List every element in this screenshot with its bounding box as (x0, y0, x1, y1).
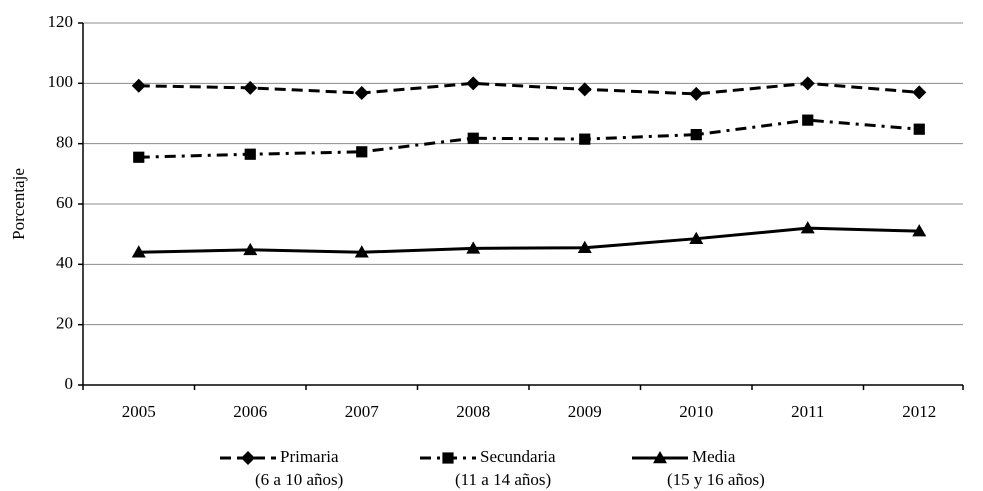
legend-label: Media (692, 447, 736, 466)
marker (800, 76, 815, 91)
legend-marker (653, 451, 667, 464)
marker (579, 133, 591, 145)
y-tick-label: 40 (56, 253, 73, 272)
x-tick-label: 2009 (568, 402, 602, 421)
marker (243, 80, 258, 95)
y-tick-label: 100 (48, 72, 74, 91)
marker (466, 241, 481, 254)
marker (467, 132, 479, 144)
x-tick-label: 2006 (233, 402, 267, 421)
series-line (138, 81, 920, 96)
x-tick-label: 2008 (456, 402, 490, 421)
marker (913, 123, 925, 135)
x-tick-label: 2005 (122, 402, 156, 421)
marker (356, 146, 368, 158)
x-tick-label: 2010 (679, 402, 713, 421)
y-tick-label: 80 (56, 133, 73, 152)
legend-note: (6 a 10 años) (255, 470, 343, 489)
x-tick-label: 2011 (791, 402, 824, 421)
y-axis-label: Porcentaje (9, 168, 28, 240)
y-tick-label: 20 (56, 314, 73, 333)
marker (689, 86, 704, 101)
series-line (138, 118, 920, 159)
marker (800, 221, 815, 234)
marker (912, 224, 927, 237)
marker (133, 151, 145, 163)
marker (131, 245, 146, 258)
series-line (138, 226, 920, 254)
legend-label: Secundaria (480, 447, 556, 466)
legend-label: Primaria (280, 447, 339, 466)
legend-note: (15 y 16 años) (667, 470, 765, 489)
marker (689, 231, 704, 244)
marker (912, 85, 927, 100)
marker (466, 76, 481, 91)
marker (131, 78, 146, 93)
y-tick-label: 60 (56, 193, 73, 212)
y-tick-label: 120 (48, 12, 74, 31)
marker (244, 148, 256, 160)
legend-marker (442, 452, 454, 464)
y-tick-label: 0 (65, 374, 74, 393)
x-tick-label: 2012 (902, 402, 936, 421)
x-tick-label: 2007 (345, 402, 380, 421)
marker (354, 245, 369, 258)
legend-note: (11 a 14 años) (455, 470, 551, 489)
marker (577, 240, 592, 253)
marker (690, 129, 702, 141)
marker (243, 242, 258, 256)
marker (802, 114, 814, 126)
marker (577, 82, 592, 97)
marker (354, 85, 369, 100)
legend-marker (241, 451, 255, 465)
